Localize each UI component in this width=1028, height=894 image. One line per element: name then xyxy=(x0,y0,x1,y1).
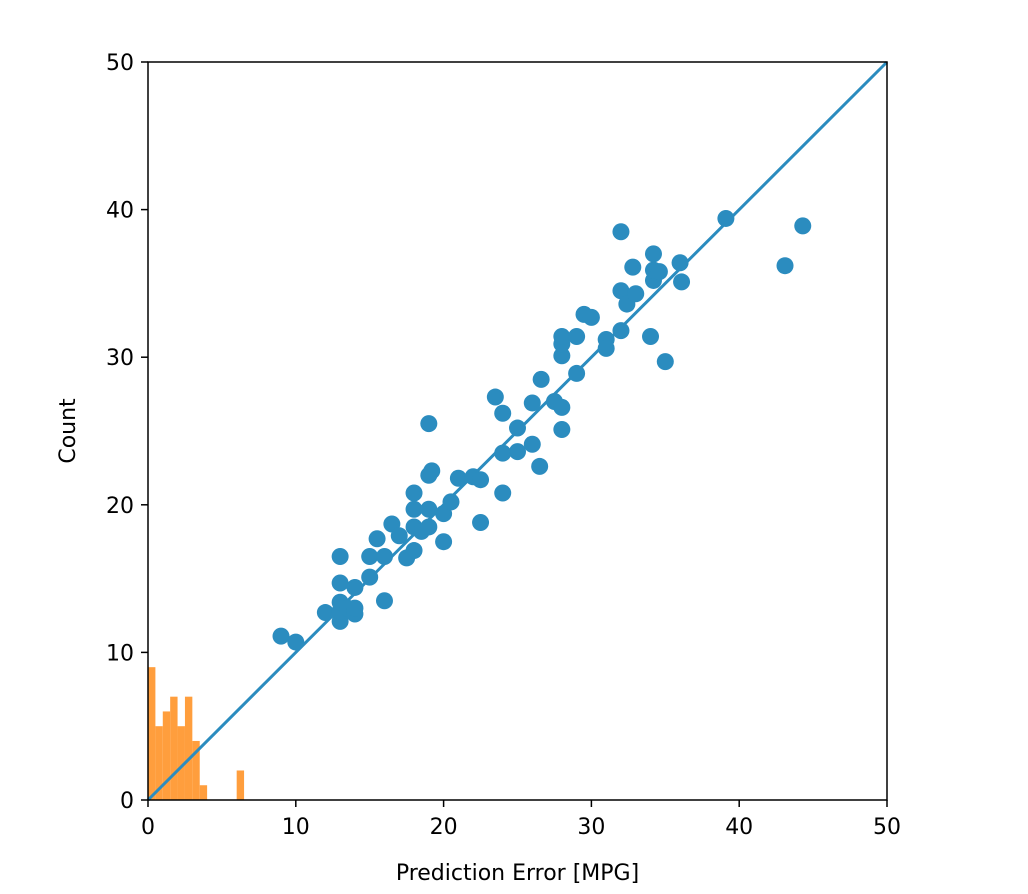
scatter-point xyxy=(582,308,600,326)
scatter-point xyxy=(568,328,586,346)
scatter-point xyxy=(316,604,334,622)
scatter-point xyxy=(717,209,735,227)
scatter-point xyxy=(612,223,630,241)
scatter-point xyxy=(287,633,305,651)
scatter-point xyxy=(361,568,379,586)
y-axis-label: Count xyxy=(56,398,81,464)
scatter-point xyxy=(494,444,512,462)
histogram-bar xyxy=(177,726,185,800)
scatter-point xyxy=(420,518,438,536)
x-axis-label: Prediction Error [MPG] xyxy=(396,861,639,886)
scatter-point xyxy=(472,471,490,489)
scatter-point xyxy=(375,547,393,565)
x-tick-label: 10 xyxy=(282,815,310,840)
scatter-point xyxy=(420,415,438,433)
scatter-point xyxy=(553,328,571,346)
scatter-point xyxy=(435,533,453,551)
scatter-point xyxy=(390,527,408,545)
scatter-point xyxy=(472,514,490,532)
scatter-point xyxy=(442,493,460,511)
scatter-point xyxy=(272,627,290,645)
scatter-point xyxy=(375,592,393,610)
y-tick-label: 0 xyxy=(120,789,134,814)
scatter-point xyxy=(494,484,512,502)
y-tick-label: 40 xyxy=(106,199,134,224)
histogram-bar xyxy=(155,726,163,800)
scatter-point xyxy=(671,254,689,272)
x-tick-label: 50 xyxy=(873,815,901,840)
y-tick-label: 10 xyxy=(106,641,134,666)
scatter-point xyxy=(642,328,660,346)
scatter-point xyxy=(553,398,571,416)
x-tick-label: 0 xyxy=(141,815,155,840)
y-tick-label: 20 xyxy=(106,494,134,519)
scatter-points xyxy=(272,209,812,651)
scatter-point xyxy=(449,469,467,487)
scatter-point xyxy=(405,500,423,518)
scatter-point xyxy=(486,388,504,406)
scatter-point xyxy=(532,370,550,388)
scatter-point xyxy=(331,547,349,565)
scatter-point xyxy=(423,462,441,480)
scatter-point xyxy=(650,263,668,281)
y-axis-ticks: 0 10 20 30 40 50 xyxy=(106,51,148,814)
x-axis-ticks: 0 10 20 30 40 50 xyxy=(141,800,901,840)
histogram-bar xyxy=(192,740,200,800)
scatter-point xyxy=(612,282,630,300)
scatter-point xyxy=(568,364,586,382)
scatter-point xyxy=(361,547,379,565)
histogram-bar xyxy=(199,785,208,800)
y-tick-label: 50 xyxy=(106,51,134,76)
y-tick-label: 30 xyxy=(106,346,134,371)
scatter-point xyxy=(776,257,794,275)
scatter-point xyxy=(420,500,438,518)
histogram-bars xyxy=(148,667,245,800)
scatter-point xyxy=(656,353,674,371)
scatter-point xyxy=(673,273,691,291)
scatter-point xyxy=(368,530,386,548)
histogram-bar xyxy=(162,711,171,800)
scatter-point xyxy=(331,574,349,592)
scatter-point xyxy=(509,443,526,461)
x-tick-label: 20 xyxy=(430,815,458,840)
x-tick-label: 30 xyxy=(577,815,605,840)
scatter-point xyxy=(346,599,364,617)
histogram-bar xyxy=(148,667,156,800)
scatter-point xyxy=(612,322,630,340)
scatter-point xyxy=(509,419,526,437)
histogram-bar xyxy=(170,696,178,800)
histogram-bar xyxy=(236,770,245,800)
x-tick-label: 40 xyxy=(725,815,753,840)
scatter-point xyxy=(531,457,549,475)
scatter-point xyxy=(644,245,662,263)
scatter-point xyxy=(346,578,364,596)
scatter-point xyxy=(553,347,571,365)
scatter-point xyxy=(624,258,642,276)
histogram-bar xyxy=(184,696,193,800)
plot-frame xyxy=(147,61,888,801)
scatter-point xyxy=(553,421,571,439)
scatter-point xyxy=(523,394,541,412)
scatter-point xyxy=(405,542,423,560)
scatter-point xyxy=(627,285,645,303)
scatter-point xyxy=(405,484,423,502)
scatter-point xyxy=(597,339,615,357)
scatter-point xyxy=(523,435,541,453)
scatter-point xyxy=(794,217,812,235)
scatter-point xyxy=(494,404,512,422)
